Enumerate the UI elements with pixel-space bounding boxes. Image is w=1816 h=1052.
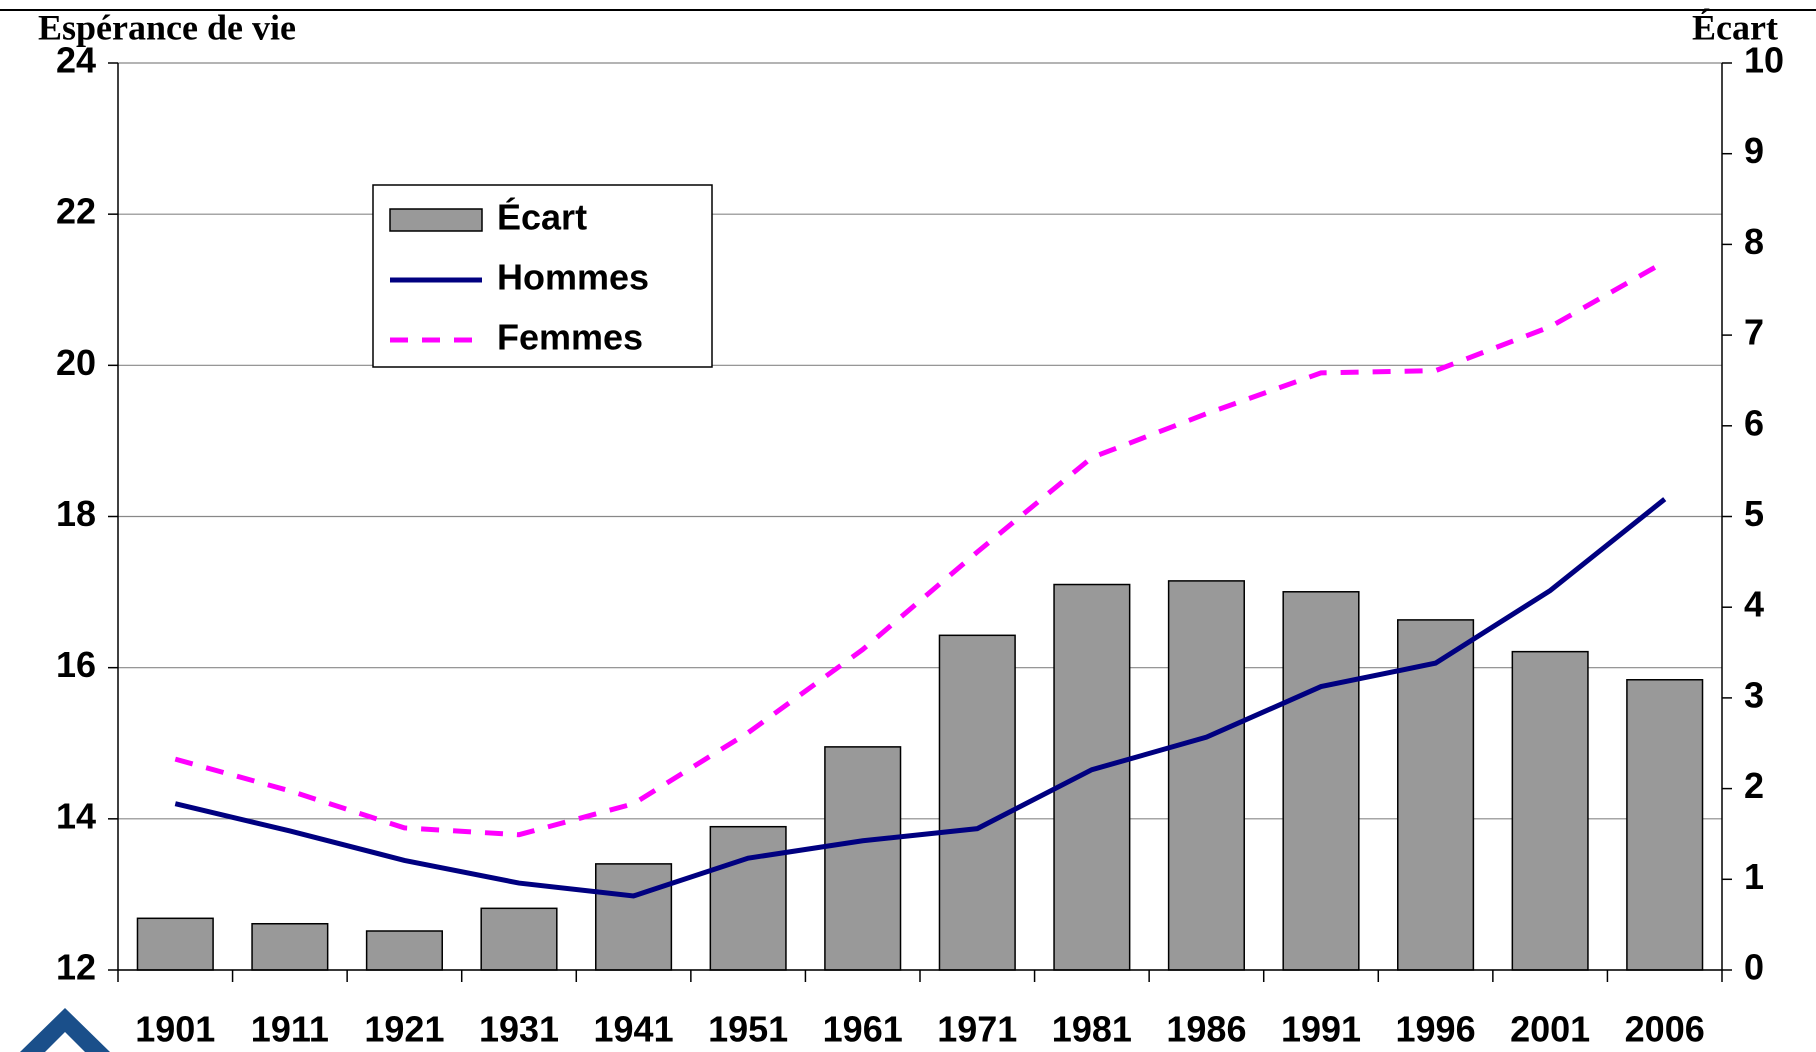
y2-axis-title: Écart: [1692, 7, 1778, 47]
legend-label: Écart: [497, 197, 587, 238]
y2-tick-label: 3: [1744, 674, 1764, 715]
bar: [709, 825, 787, 971]
x-tick-label: 1961: [823, 1009, 903, 1050]
y-tick-label: 12: [56, 947, 96, 988]
y2-tick-label: 10: [1744, 40, 1784, 81]
y2-tick-label: 0: [1744, 947, 1764, 988]
x-tick-label: 1991: [1281, 1009, 1361, 1050]
bar: [1397, 619, 1475, 971]
bar: [824, 746, 902, 971]
bar: [251, 922, 329, 971]
y-tick-label: 22: [56, 191, 96, 232]
y2-tick-label: 7: [1744, 312, 1764, 353]
legend-swatch: [389, 208, 483, 232]
legend-label: Femmes: [497, 317, 643, 358]
bar: [1626, 679, 1704, 971]
bar: [1282, 591, 1360, 971]
x-tick-label: 1921: [364, 1009, 444, 1050]
bar: [1053, 583, 1131, 971]
y2-tick-label: 5: [1744, 493, 1764, 534]
x-tick-label: 2006: [1625, 1009, 1705, 1050]
x-tick-label: 1911: [251, 1009, 329, 1050]
bar: [365, 930, 443, 971]
logo: [20, 1008, 110, 1052]
line-series: [174, 497, 1667, 899]
y2-tick-label: 4: [1744, 584, 1764, 625]
bar: [595, 863, 673, 971]
bar: [136, 917, 214, 971]
x-tick-label: 1931: [479, 1009, 559, 1050]
bar: [938, 634, 1016, 971]
y-axis-title: Espérance de vie: [38, 7, 296, 47]
x-tick-label: 1971: [937, 1009, 1017, 1050]
bar: [480, 907, 558, 971]
y2-tick-label: 9: [1744, 130, 1764, 171]
x-tick-label: 1981: [1052, 1009, 1132, 1050]
y2-tick-label: 2: [1744, 765, 1764, 806]
x-tick-label: 1996: [1396, 1009, 1476, 1050]
x-tick-label: 2001: [1510, 1009, 1590, 1050]
x-tick-label: 1941: [594, 1009, 674, 1050]
y2-tick-label: 1: [1744, 856, 1764, 897]
x-tick-label: 1901: [135, 1009, 215, 1050]
bar: [1167, 580, 1245, 971]
legend-label: Hommes: [497, 257, 649, 298]
y-tick-label: 18: [56, 493, 96, 534]
y-tick-label: 14: [56, 795, 96, 836]
y2-tick-label: 6: [1744, 402, 1764, 443]
y-tick-label: 16: [56, 644, 96, 685]
x-tick-label: 1986: [1166, 1009, 1246, 1050]
y-tick-label: 24: [56, 40, 96, 81]
y2-tick-label: 8: [1744, 221, 1764, 262]
x-tick-label: 1951: [708, 1009, 788, 1050]
line-series: [174, 259, 1666, 838]
y-tick-label: 20: [56, 342, 96, 383]
bar: [1511, 650, 1589, 971]
